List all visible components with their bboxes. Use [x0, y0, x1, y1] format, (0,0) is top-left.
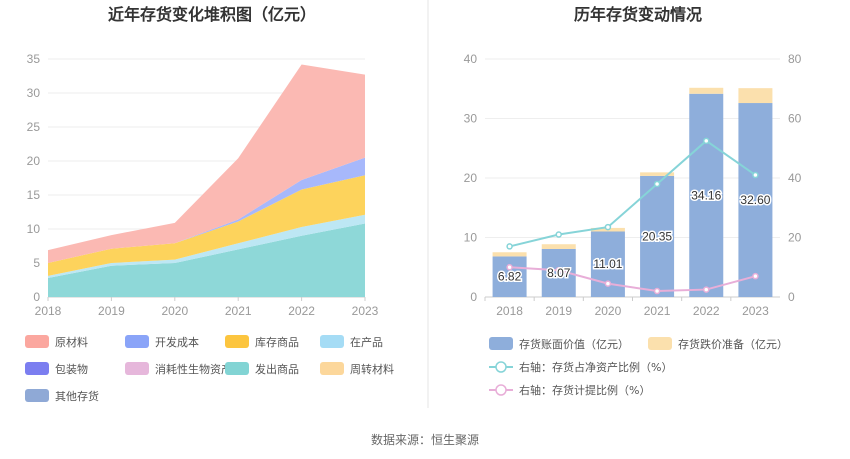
bar-value-label: 20.35	[642, 229, 672, 243]
legend-swatch	[648, 337, 672, 350]
book-value-bar	[492, 256, 527, 297]
bar-value-label: 11.01	[593, 257, 622, 271]
bar-value-label: 34.16	[691, 188, 721, 202]
right-chart-title: 历年存货变动情况	[574, 5, 702, 24]
right-left-y-tick-label: 10	[464, 231, 478, 245]
right-x-tick-label: 2019	[545, 304, 572, 318]
right-x-tick-label: 2022	[693, 304, 720, 318]
line-point-1	[604, 223, 612, 231]
legend-swatch	[320, 362, 344, 375]
right-right-y-tick-label: 80	[788, 52, 802, 66]
right-x-tick-label: 2018	[496, 304, 523, 318]
legend-label: 存货账面价值（亿元）	[519, 337, 629, 351]
inventory-bar-line-chart: 0 10 20 30 40 0 20 40 60 80 2018 2019 2020 2021 2022 20…	[464, 52, 802, 397]
right-left-y-tick-label: 20	[464, 171, 478, 185]
left-x-tick-label: 2021	[225, 304, 252, 318]
area-series-2	[48, 214, 365, 278]
line-point-2	[506, 264, 513, 271]
left-chart-title: 近年存货变化堆积图（亿元）	[108, 5, 316, 24]
legend-label: 发出商品	[255, 362, 299, 376]
left-y-tick-label: 30	[27, 86, 41, 100]
impairment-bar	[492, 252, 527, 257]
right-left-y-tick-label: 40	[464, 52, 478, 66]
left-y-tick-label: 10	[27, 222, 41, 236]
legend-line-marker	[495, 361, 507, 373]
book-value-bar	[738, 103, 773, 297]
line-point-2	[653, 287, 661, 295]
left-x-tick-label: 2023	[352, 304, 379, 318]
line-point-2	[752, 272, 759, 280]
legend-label: 在产品	[350, 335, 383, 349]
legend-label: 包装物	[55, 362, 88, 376]
line-point-1	[703, 137, 710, 145]
line-point-1	[506, 243, 513, 250]
left-x-tick-label: 2020	[161, 304, 188, 318]
line-point-1	[752, 171, 759, 179]
impairment-bar	[541, 244, 576, 249]
legend-swatch	[225, 335, 249, 348]
legend-label: 开发成本	[155, 335, 199, 349]
right-right-y-tick-label: 60	[788, 112, 802, 126]
legend-swatch	[25, 362, 49, 375]
bar-value-label: 32.60	[740, 193, 770, 207]
line-series-1	[509, 139, 756, 248]
right-x-tick-label: 2023	[742, 304, 769, 318]
line-point-2	[555, 266, 562, 274]
impairment-bar	[640, 172, 675, 176]
line-series-2	[509, 266, 756, 293]
right-x-tick-label: 2020	[595, 304, 622, 318]
bar-value-label: 6.82	[498, 270, 522, 284]
line-point-1	[653, 180, 661, 188]
legend-label: 原材料	[55, 335, 88, 349]
legend-label: 周转材料	[350, 362, 394, 376]
right-x-tick-label: 2021	[644, 304, 671, 318]
line-point-2	[604, 280, 612, 287]
left-y-tick-label: 15	[27, 188, 41, 202]
right-left-y-tick-label: 30	[464, 112, 478, 126]
left-y-tick-label: 5	[33, 256, 40, 270]
legend-label: 右轴：存货占净资产比例（%）	[519, 360, 672, 374]
right-right-y-tick-label: 0	[788, 290, 795, 304]
legend-swatch	[225, 362, 249, 375]
legend-swatch	[125, 335, 149, 348]
left-x-tick-label: 2018	[35, 304, 62, 318]
legend-label: 其他存货	[55, 389, 99, 403]
legend-swatch	[489, 337, 513, 350]
area-series-1	[48, 223, 365, 297]
legend-label: 存货跌价准备（亿元）	[678, 337, 788, 351]
data-source-footer: 数据来源：恒生聚源	[371, 432, 479, 447]
legend-line-marker	[495, 384, 507, 396]
left-y-tick-label: 35	[27, 52, 41, 66]
legend-swatch	[320, 335, 344, 348]
left-x-tick-label: 2019	[98, 304, 125, 318]
line-point-2	[703, 286, 710, 293]
legend-label: 右轴：存货计提比例（%）	[519, 383, 650, 397]
right-right-y-tick-label: 40	[788, 171, 802, 185]
stacked-area-chart: 0 5 10 15 20 25 30 35 2018 2019 2020 2021 2022 2023 原材…	[25, 52, 394, 403]
impairment-bar	[689, 87, 724, 94]
left-y-tick-label: 25	[27, 120, 41, 134]
right-left-y-tick-label: 0	[470, 290, 477, 304]
book-value-bar	[689, 93, 724, 297]
right-right-y-tick-label: 20	[788, 231, 802, 245]
book-value-bar	[640, 175, 675, 297]
legend-swatch	[125, 362, 149, 375]
area-series-3	[48, 175, 365, 276]
left-y-tick-label: 0	[33, 290, 40, 304]
left-x-tick-label: 2022	[288, 304, 315, 318]
impairment-bar	[738, 88, 773, 104]
legend-label: 消耗性生物资产	[155, 362, 232, 376]
area-series-5	[48, 64, 365, 263]
legend-swatch	[25, 389, 49, 402]
left-y-tick-label: 20	[27, 154, 41, 168]
bar-value-label: 8.07	[547, 266, 571, 280]
legend-label: 库存商品	[255, 335, 299, 349]
line-point-1	[555, 231, 562, 238]
legend-swatch	[25, 335, 49, 348]
